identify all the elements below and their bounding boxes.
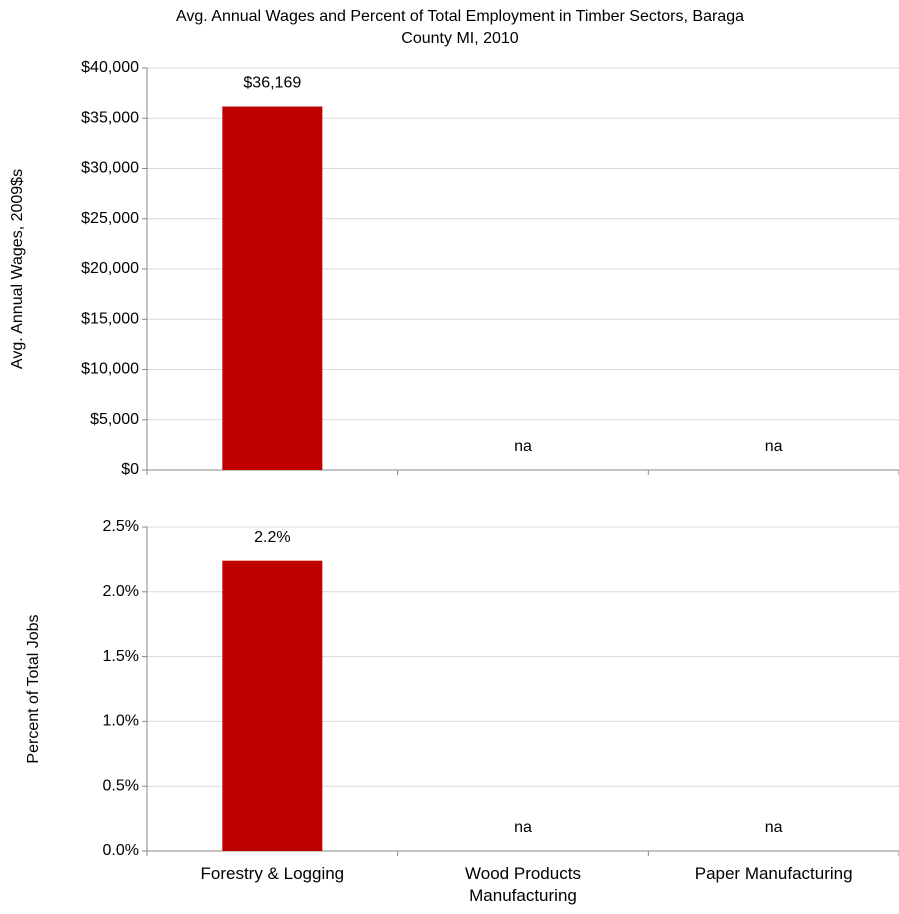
y-tick-label: $10,000 — [81, 361, 139, 378]
y-axis-label: Percent of Total Jobs — [25, 614, 42, 763]
value-label: na — [514, 819, 532, 836]
y-tick-label: $0 — [121, 461, 139, 478]
y-axis-label: Avg. Annual Wages, 2009$s — [9, 169, 26, 369]
value-label: $36,169 — [243, 75, 301, 92]
y-tick-label: 2.0% — [103, 583, 139, 600]
x-tick-label: Paper Manufacturing — [694, 864, 853, 883]
y-tick-label: $15,000 — [81, 310, 139, 327]
y-tick-label: $20,000 — [81, 260, 139, 277]
y-tick-label: 0.5% — [103, 777, 139, 794]
x-tick-label: Wood Products Manufacturing — [465, 864, 581, 905]
value-label: na — [514, 438, 532, 455]
y-tick-label: 2.5% — [103, 518, 139, 535]
y-tick-label: 1.0% — [103, 713, 139, 730]
value-label: na — [765, 438, 783, 455]
y-tick-label: $5,000 — [90, 411, 139, 428]
chart-title: Avg. Annual Wages and Percent of Total E… — [175, 8, 744, 47]
x-tick-label: Forestry & Logging — [200, 864, 345, 883]
y-tick-label: $30,000 — [81, 160, 139, 177]
y-tick-label: $25,000 — [81, 210, 139, 227]
y-tick-label: $40,000 — [81, 59, 139, 76]
y-tick-label: 0.0% — [103, 842, 139, 859]
bar — [222, 106, 323, 470]
y-tick-label: $35,000 — [81, 109, 139, 126]
y-tick-label: 1.5% — [103, 648, 139, 665]
bar — [222, 560, 323, 851]
value-label: na — [765, 819, 783, 836]
value-label: 2.2% — [254, 529, 290, 546]
